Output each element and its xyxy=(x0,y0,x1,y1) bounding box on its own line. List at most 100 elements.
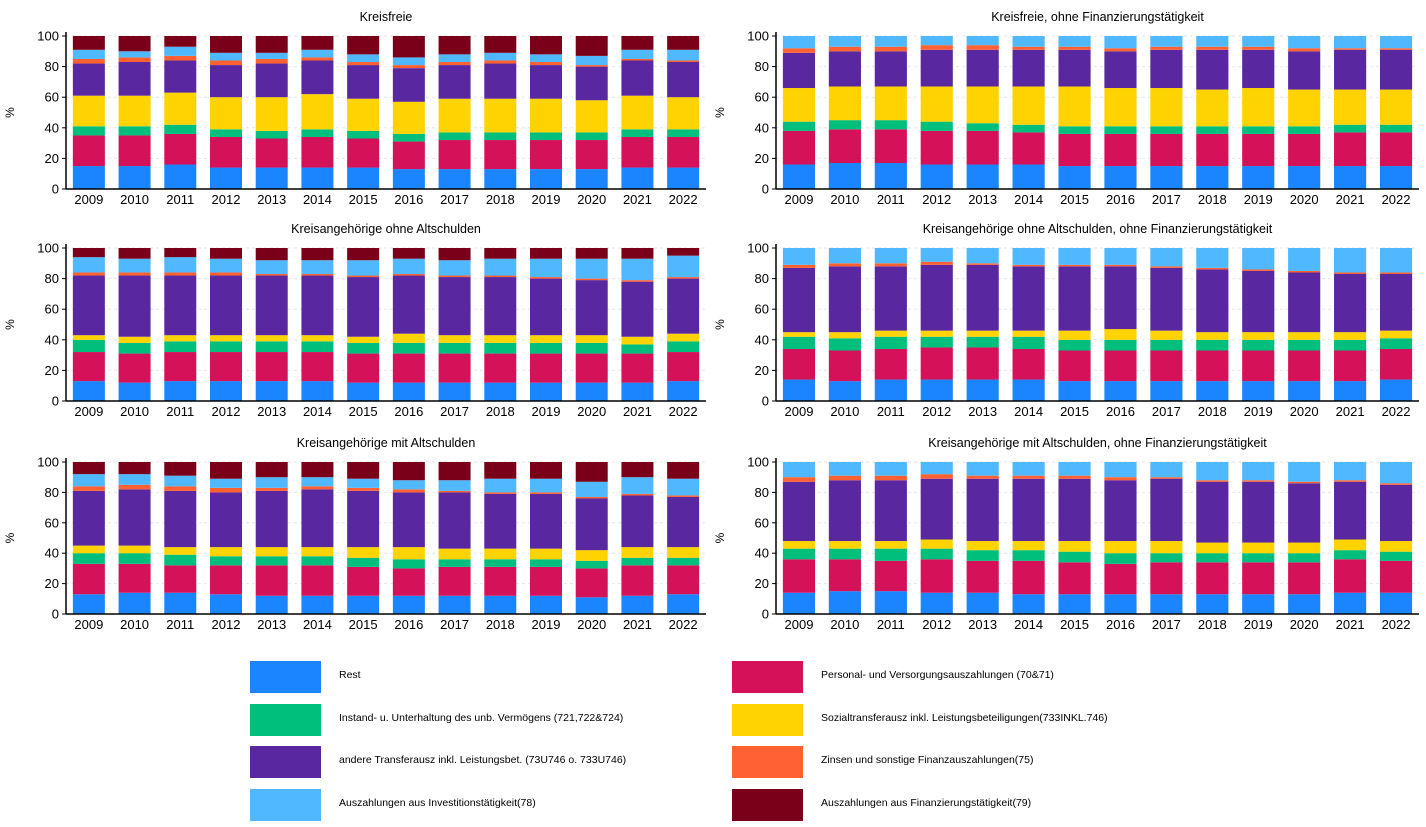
bar-segment xyxy=(1104,51,1137,89)
bar-segment xyxy=(438,462,471,481)
x-tick-label: 2022 xyxy=(669,192,698,207)
bar-segment xyxy=(1058,264,1091,267)
y-axis-label: % xyxy=(713,319,727,330)
bar-segment xyxy=(621,248,654,259)
bar-segment xyxy=(1012,550,1045,561)
bar-segment xyxy=(667,248,700,256)
bar-segment xyxy=(575,382,608,401)
bar-segment xyxy=(392,595,425,614)
x-tick-label: 2018 xyxy=(486,404,515,419)
bar-segment xyxy=(1334,272,1367,275)
bar-segment xyxy=(210,335,242,342)
bar-segment xyxy=(164,36,197,47)
bar-segment xyxy=(530,54,562,63)
bar-segment xyxy=(782,348,816,380)
bar-segment xyxy=(484,258,517,276)
bar-segment xyxy=(210,352,242,382)
bar-segment xyxy=(1012,124,1045,133)
x-tick-label: 2014 xyxy=(303,192,332,207)
bar-segment xyxy=(301,462,334,478)
bar-segment xyxy=(575,66,608,101)
bar-segment xyxy=(438,342,471,354)
bar-segment xyxy=(1288,542,1321,554)
bar-segment xyxy=(301,248,334,261)
bar-segment xyxy=(575,169,608,189)
bar-segment xyxy=(164,352,197,382)
bar-segment xyxy=(301,136,334,168)
x-tick-label: 2019 xyxy=(1244,617,1273,632)
bar-segment xyxy=(782,164,816,189)
bar-segment xyxy=(210,52,242,61)
bar-segment xyxy=(392,382,425,401)
bar-segment xyxy=(667,97,700,130)
bar-segment xyxy=(920,548,953,560)
bar-segment xyxy=(1058,462,1091,476)
bar-segment xyxy=(1196,339,1229,351)
bar-segment xyxy=(1196,594,1229,614)
bar-segment xyxy=(667,333,700,342)
bar-segment xyxy=(828,548,861,560)
bar-segment xyxy=(1288,270,1321,273)
bar-segment xyxy=(530,277,562,279)
bar-segment xyxy=(1012,475,1045,479)
bar-segment xyxy=(1058,381,1091,401)
x-tick-label: 2016 xyxy=(1106,404,1135,419)
bar-segment xyxy=(392,353,425,383)
x-tick-label: 2015 xyxy=(1060,404,1089,419)
bar-segment xyxy=(782,481,816,542)
bar-segment xyxy=(782,336,816,349)
x-tick-label: 2020 xyxy=(577,192,606,207)
bar-segment xyxy=(255,335,288,342)
bar-segment xyxy=(1012,330,1045,337)
bar-segment xyxy=(621,344,654,354)
bar-segment xyxy=(1150,88,1183,127)
bar-segment xyxy=(1058,126,1091,134)
bar-segment xyxy=(621,167,654,189)
bar-segment xyxy=(874,548,907,561)
bar-segment xyxy=(1242,480,1275,482)
bar-segment xyxy=(1012,266,1045,331)
bar-segment xyxy=(1058,541,1091,552)
bar-segment xyxy=(1334,132,1367,167)
bar-segment xyxy=(72,272,105,276)
bar-segment xyxy=(621,353,654,383)
bar-segment xyxy=(1379,462,1413,484)
bar-segment xyxy=(1288,594,1321,614)
bar-segment xyxy=(210,381,242,401)
bar-segment xyxy=(782,548,816,560)
bar-segment xyxy=(484,248,517,259)
bar-segment xyxy=(1150,381,1183,401)
bar-segment xyxy=(438,480,471,491)
bar-segment xyxy=(392,274,425,276)
x-tick-label: 2013 xyxy=(257,617,286,632)
bar-segment xyxy=(72,248,105,258)
chart-grid: Kreisfreie% 0 20 40 60 80 100 2009 2010 2011 2012 2… xyxy=(3,10,1419,632)
bar-segment xyxy=(621,462,654,478)
bar-segment xyxy=(1379,248,1413,273)
bar-segment xyxy=(874,348,907,380)
y-tick-label: 40 xyxy=(45,120,59,135)
bar-segment xyxy=(1288,89,1321,127)
bar-segment xyxy=(966,347,999,380)
bar-segment xyxy=(255,490,288,548)
bar-segment xyxy=(1104,594,1137,614)
bar-segment xyxy=(1242,462,1275,481)
bar-segment xyxy=(1058,478,1091,542)
bar-segment xyxy=(347,54,380,63)
bar-segment xyxy=(874,379,907,401)
bar-segment xyxy=(966,248,999,264)
bar-segment xyxy=(347,595,380,614)
bar-segment xyxy=(301,260,334,275)
bar-segment xyxy=(1379,132,1413,167)
bar-segment xyxy=(920,86,953,122)
bar-segment xyxy=(392,489,425,493)
bar-segment xyxy=(530,342,562,354)
bar-segment xyxy=(1104,126,1137,134)
bar-segment xyxy=(1012,132,1045,165)
bar-segment xyxy=(210,136,242,168)
x-tick-label: 2013 xyxy=(968,192,997,207)
bar-segment xyxy=(1379,272,1413,275)
bar-segment xyxy=(347,62,380,66)
bar-segment xyxy=(164,248,197,258)
y-tick-label: 20 xyxy=(755,151,769,166)
